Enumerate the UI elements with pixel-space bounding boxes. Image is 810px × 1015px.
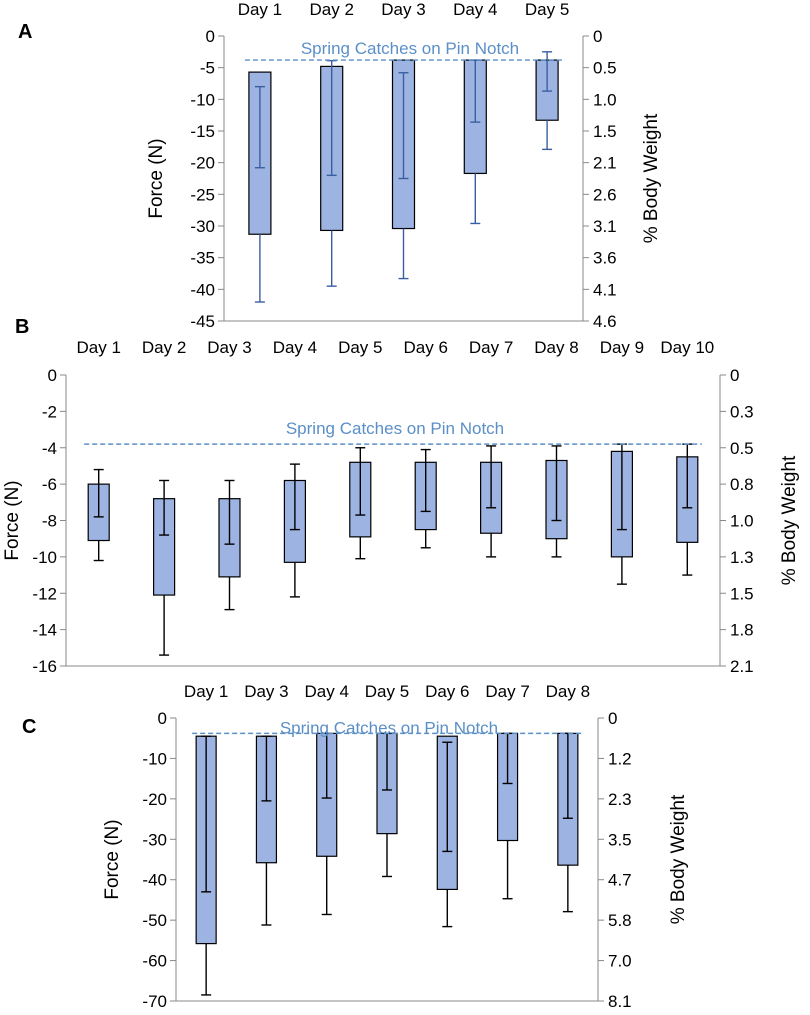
panel-a-category-label: Day 3	[381, 0, 425, 19]
panel-c-y2-axis-title: % Body Weight	[668, 794, 689, 924]
panel-a-y2-tick-label: 2.6	[593, 185, 617, 204]
panel-c-y2-tick-label: 7.0	[608, 952, 632, 971]
panel-b-category-label: Day 2	[142, 338, 186, 357]
panel-c-y-tick-label: -20	[142, 790, 167, 809]
panel-c-category-label: Day 6	[425, 682, 469, 701]
panel-a-y2-tick-label: 4.6	[593, 312, 617, 331]
panel-a-label: A	[18, 21, 32, 43]
panel-a-y2-tick-label: 1.5	[593, 122, 617, 141]
panel-b-category-label: Day 1	[76, 338, 120, 357]
panel-c-y-tick-label: -50	[142, 911, 167, 930]
panel-a-category-label: Day 2	[309, 0, 353, 19]
panel-c-label: C	[22, 716, 36, 738]
panel-a-reference-label: Spring Catches on Pin Notch	[301, 39, 519, 58]
panel-b-category-label: Day 5	[338, 338, 382, 357]
panel-a-category-label: Day 1	[238, 0, 282, 19]
panel-c-category-label: Day 4	[305, 682, 349, 701]
panel-c-y2-tick-label: 3.5	[608, 830, 632, 849]
panel-b-label: B	[15, 316, 29, 338]
panel-b-category-label: Day 10	[660, 338, 714, 357]
panel-c-y-axis-title: Force (N)	[102, 819, 123, 899]
panel-c-category-label: Day 3	[244, 682, 288, 701]
panel-c-category-label: Day 8	[546, 682, 590, 701]
panel-c-y2-tick-label: 0	[608, 709, 617, 728]
panel-b-y-tick-label: -4	[42, 439, 57, 458]
panel-b-category-label: Day 7	[469, 338, 513, 357]
panel-a-y2-tick-label: 2.1	[593, 154, 617, 173]
panel-b-y-axis-title: Force (N)	[2, 480, 23, 560]
panel-a-category-label: Day 5	[525, 0, 569, 19]
panel-b-y-tick-label: -14	[32, 621, 57, 640]
panel-b-category-label: Day 6	[403, 338, 447, 357]
panel-b-y-tick-label: 0	[48, 366, 57, 385]
panel-c-category-label: Day 1	[184, 682, 228, 701]
panel-a-y-axis-title: Force (N)	[146, 138, 167, 218]
panel-b-y2-tick-label: 0.8	[730, 475, 754, 494]
panel-a-y2-tick-label: 0	[593, 27, 602, 46]
panel-a-y-tick-label: -35	[190, 249, 215, 268]
panel-a-y2-tick-label: 1.0	[593, 90, 617, 109]
panel-c-category-label: Day 7	[485, 682, 529, 701]
panel-b-y-tick-label: -12	[32, 584, 57, 603]
panel-c-y-tick-label: -10	[142, 749, 167, 768]
panel-b-y2-tick-label: 0.5	[730, 439, 754, 458]
panel-b-category-label: Day 3	[207, 338, 251, 357]
panel-b-category-label: Day 8	[534, 338, 578, 357]
panel-b-y-tick-label: -8	[42, 512, 57, 531]
panel-a-y-tick-label: -10	[190, 90, 215, 109]
panel-b-y-tick-label: -2	[42, 402, 57, 421]
panel-b-y-tick-label: -6	[42, 475, 57, 494]
panel-c-y-tick-label: -60	[142, 952, 167, 971]
panel-a-y2-tick-label: 0.5	[593, 59, 617, 78]
panel-a-y-tick-label: 0	[206, 27, 215, 46]
panel-a-y-tick-label: -5	[200, 59, 215, 78]
panel-a-y2-axis-title: % Body Weight	[641, 113, 662, 243]
panel-c-y2-tick-label: 8.1	[608, 992, 632, 1011]
panel-c-y2-tick-label: 4.7	[608, 871, 632, 890]
panel-c-category-label: Day 5	[365, 682, 409, 701]
panel-b-y2-tick-label: 0.3	[730, 402, 754, 421]
panel-b-y2-tick-label: 1.0	[730, 512, 754, 531]
panel-a-y2-tick-label: 3.6	[593, 249, 617, 268]
panel-b-y2-axis-title: % Body Weight	[779, 455, 800, 585]
panel-b-reference-label: Spring Catches on Pin Notch	[286, 419, 504, 438]
panel-a-y-tick-label: -45	[190, 312, 215, 331]
panel-a-y-tick-label: -30	[190, 217, 215, 236]
panel-c-y-tick-label: 0	[158, 709, 167, 728]
panel-a-y2-tick-label: 4.1	[593, 280, 617, 299]
panel-a-y-tick-label: -25	[190, 185, 215, 204]
panel-c-y-tick-label: -70	[142, 992, 167, 1011]
panel-b-y2-tick-label: 0	[730, 366, 739, 385]
panel-c-reference-label: Spring Catches on Pin Notch	[280, 718, 498, 737]
panel-b-y-tick-label: -10	[32, 548, 57, 567]
panel-c-y-tick-label: -40	[142, 871, 167, 890]
panel-b-y-tick-label: -16	[32, 657, 57, 676]
panel-a-y-tick-label: -15	[190, 122, 215, 141]
panel-a-y-tick-label: -20	[190, 154, 215, 173]
panel-a-category-label: Day 4	[453, 0, 497, 19]
panel-c-y-tick-label: -30	[142, 830, 167, 849]
panel-c-y2-tick-label: 2.3	[608, 790, 632, 809]
panel-b-y2-tick-label: 2.1	[730, 657, 754, 676]
panel-b-y2-tick-label: 1.3	[730, 548, 754, 567]
panel-c-y2-tick-label: 5.8	[608, 911, 632, 930]
panel-a-y-tick-label: -40	[190, 280, 215, 299]
panel-c-y2-tick-label: 1.2	[608, 749, 632, 768]
panel-b-category-label: Day 4	[273, 338, 317, 357]
panel-b-category-label: Day 9	[600, 338, 644, 357]
panel-b-y2-tick-label: 1.5	[730, 584, 754, 603]
panel-a-y2-tick-label: 3.1	[593, 217, 617, 236]
panel-b-y2-tick-label: 1.8	[730, 621, 754, 640]
